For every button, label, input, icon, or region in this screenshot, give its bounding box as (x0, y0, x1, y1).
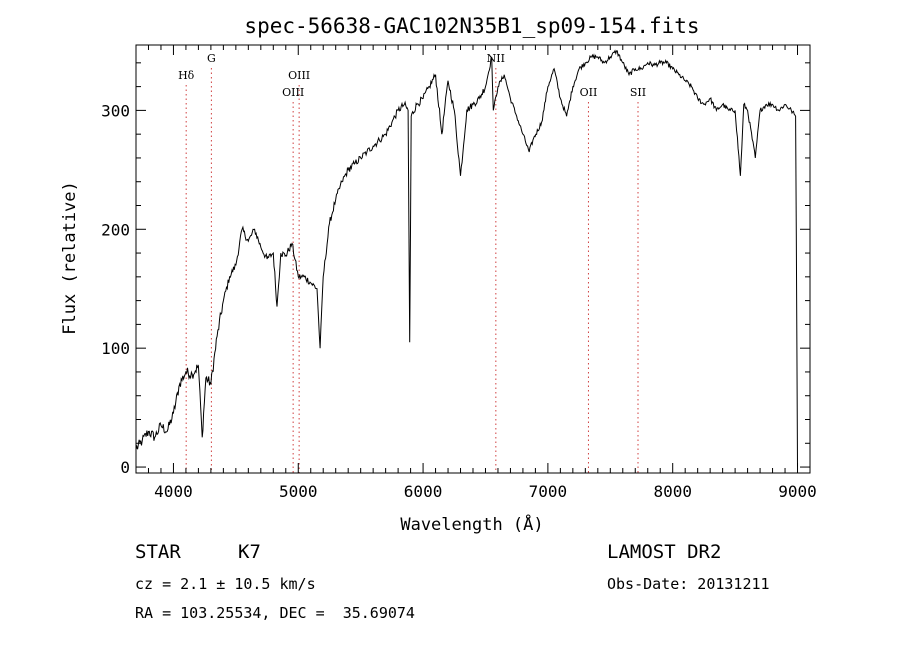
x-tick-label: 6000 (404, 482, 443, 501)
x-tick-label: 9000 (778, 482, 817, 501)
x-tick-label: 8000 (653, 482, 692, 501)
y-tick-label: 300 (101, 101, 130, 120)
line-marker-label: Hδ (178, 69, 195, 82)
chart-title: spec-56638-GAC102N35B1_sp09-154.fits (244, 14, 699, 38)
x-tick-label: 4000 (154, 482, 193, 501)
axes: 4000 5000 6000 7000 8000 9000 0 100 200 300 (101, 45, 817, 501)
x-tick-label: 7000 (529, 482, 568, 501)
y-tick-label: 200 (101, 220, 130, 239)
y-tick-label: 0 (120, 458, 130, 477)
spectrum-line (135, 49, 798, 468)
observation-date: Obs-Date: 20131211 (607, 575, 770, 593)
object-class: STAR (135, 541, 181, 563)
coordinates: RA = 103.25534, DEC = 35.69074 (135, 604, 415, 622)
line-marker-label: OII (580, 86, 598, 99)
plot-frame (135, 44, 811, 474)
survey-name: LAMOST DR2 (607, 541, 722, 563)
line-marker-label: OIII (288, 69, 310, 82)
y-axis-label: Flux (relative) (60, 181, 80, 335)
line-marker-label: NII (487, 52, 505, 65)
y-tick-label: 100 (101, 339, 130, 358)
line-marker-label: SII (630, 86, 646, 99)
redshift-value: cz = 2.1 ± 10.5 km/s (135, 575, 316, 593)
object-subclass: K7 (238, 541, 261, 563)
line-marker-label: G (207, 52, 216, 65)
x-axis-label: Wavelength (Å) (400, 513, 543, 535)
line-marker-label: OIII (282, 86, 304, 99)
emission-line-markers: Hδ G OIII OIII NII OII SII (178, 52, 646, 473)
x-tick-label: 5000 (279, 482, 318, 501)
